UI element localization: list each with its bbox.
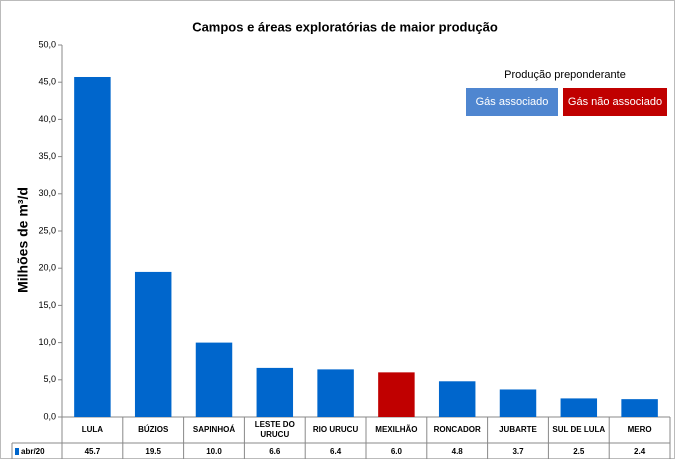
category-cell: RONCADOR (433, 425, 481, 434)
data-label: 2.4 (634, 447, 646, 456)
y-tick-label: 30,0 (38, 188, 56, 198)
data-label: 19.5 (145, 447, 161, 456)
data-label: 3.7 (512, 447, 524, 456)
category-cell: LULA (81, 425, 104, 434)
x-tick-label: LESTE DO URUCU (254, 420, 295, 439)
x-tick-label: LULA (81, 425, 104, 434)
x-tick-label: MERO (627, 425, 652, 434)
bar (195, 342, 233, 417)
x-tick-label: MEXILHÃO (375, 425, 418, 434)
category-cell: JUBARTE (499, 425, 537, 434)
y-axis-label: Milhões de m³/d (15, 187, 31, 293)
bar (621, 399, 658, 417)
y-tick-label: 10,0 (38, 337, 56, 347)
bar (134, 271, 172, 417)
y-tick-label: 20,0 (38, 263, 56, 273)
chart-title: Campos e áreas exploratórias de maior pr… (192, 19, 498, 34)
category-cell: SAPINHOÁ (192, 425, 236, 434)
x-tick-label: SAPINHOÁ (192, 425, 236, 434)
category-cell: LESTE DO URUCU (254, 420, 295, 439)
x-tick-label: JUBARTE (499, 425, 537, 434)
data-label: 45.7 (85, 447, 101, 456)
series-name: abr/20 (21, 447, 45, 456)
legend-label: Gás associado (476, 96, 549, 108)
x-tick-label: RIO URUCU (312, 425, 359, 434)
x-tick-label: RONCADOR (433, 425, 481, 434)
legend-swatch (466, 88, 558, 116)
legend-key (15, 448, 19, 455)
x-tick-label: SUL DE LULA (552, 425, 606, 434)
category-cell: BÚZIOS (138, 425, 169, 434)
bar (438, 381, 476, 417)
legend-swatch (563, 88, 667, 116)
y-tick-label: 50,0 (38, 39, 56, 49)
bar (560, 398, 598, 417)
category-cell: MERO (627, 425, 652, 434)
data-label: 4.8 (452, 447, 464, 456)
y-tick-label: 0,0 (43, 411, 56, 421)
data-label: 10.0 (206, 447, 222, 456)
data-label: 2.5 (573, 447, 585, 456)
y-tick-label: 35,0 (38, 151, 56, 161)
category-cell: MEXILHÃO (375, 425, 418, 434)
y-tick-label: 25,0 (38, 225, 56, 235)
y-tick-label: 5,0 (43, 374, 56, 384)
legend-title: Produção preponderante (504, 69, 626, 81)
bar (317, 369, 354, 417)
category-cell: RIO URUCU (312, 425, 359, 434)
x-tick-label: BÚZIOS (138, 425, 169, 434)
bar (256, 367, 294, 417)
legend-label: Gás não associado (568, 96, 662, 108)
bar (378, 372, 415, 417)
y-tick-label: 15,0 (38, 300, 56, 310)
data-label: 6.0 (391, 447, 403, 456)
bar (74, 76, 111, 417)
data-label: 6.6 (269, 447, 281, 456)
data-label: 6.4 (330, 447, 342, 456)
y-tick-label: 45,0 (38, 77, 56, 87)
y-tick-label: 40,0 (38, 114, 56, 124)
bar (499, 389, 537, 417)
category-cell: SUL DE LULA (552, 425, 606, 434)
